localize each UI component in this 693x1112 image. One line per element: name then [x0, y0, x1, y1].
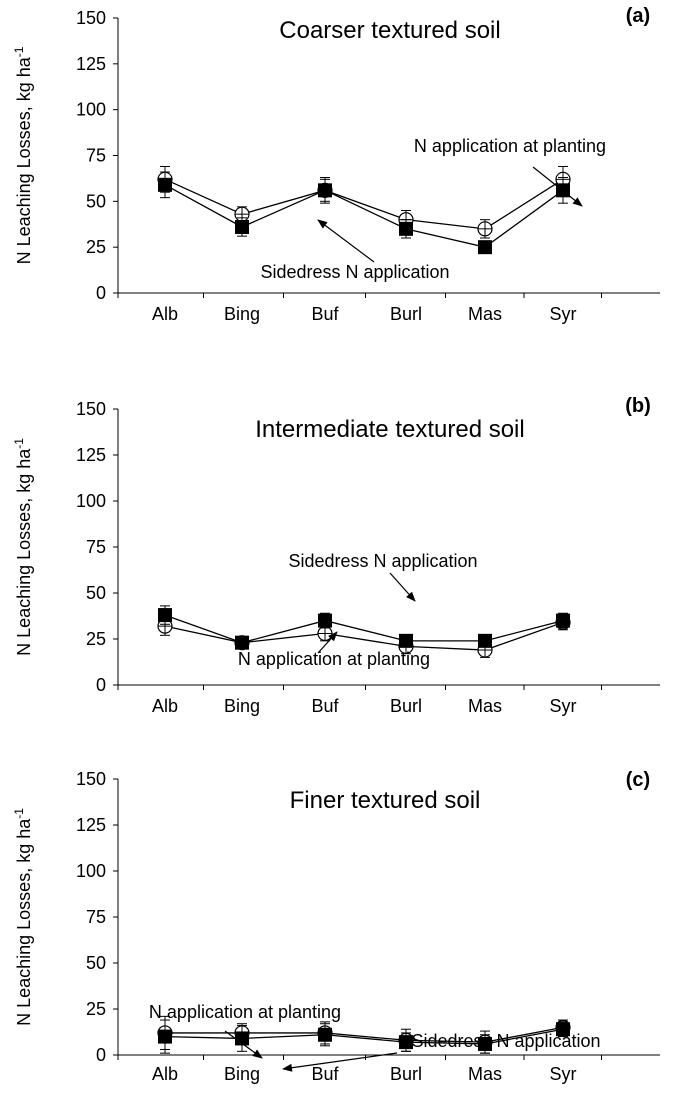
data-point-square — [478, 240, 492, 255]
data-point-square — [399, 221, 413, 236]
data-point-square — [318, 183, 332, 198]
x-tick-label: Syr — [550, 1064, 577, 1084]
y-tick-label: 75 — [86, 146, 106, 166]
y-tick-label: 100 — [76, 100, 106, 120]
chart-title: Finer textured soil — [290, 787, 481, 814]
x-tick-label: Alb — [152, 1064, 178, 1084]
chart-title: Intermediate textured soil — [255, 416, 524, 443]
panel-label: (a) — [626, 5, 650, 27]
x-tick-label: Burl — [390, 304, 422, 324]
annotation-label: N application at planting — [414, 136, 606, 156]
y-tick-label: 25 — [86, 237, 106, 257]
y-tick-label: 75 — [86, 537, 106, 557]
annotation-arrow — [282, 1052, 398, 1072]
x-tick-label: Buf — [311, 1064, 339, 1084]
x-tick-label: Alb — [152, 304, 178, 324]
y-axis-label: N Leaching Losses, kg ha-1 — [12, 808, 34, 1026]
series-line — [164, 178, 564, 230]
y-tick-label: 50 — [86, 583, 106, 603]
series-line — [164, 184, 564, 248]
y-tick-label: 150 — [76, 8, 106, 28]
y-axis-label-text: N Leaching Losses, kg ha — [14, 818, 34, 1026]
y-axis-label-superscript: -1 — [12, 808, 26, 819]
y-tick-label: 150 — [76, 399, 106, 419]
y-tick-label: 125 — [76, 815, 106, 835]
panel-label: (c) — [626, 769, 650, 791]
y-axis-label: N Leaching Losses, kg ha-1 — [12, 438, 34, 656]
chart-title: Coarser textured soil — [279, 17, 500, 44]
chart-panel-a: 0 25 50 75 100 125 150 Alb Bing Buf Burl Mas Syr N Le… — [12, 5, 660, 324]
y-axis-label-superscript: -1 — [12, 46, 26, 57]
series-filled-square — [158, 605, 570, 650]
annotation-arrow — [317, 631, 338, 654]
data-point-square — [318, 613, 332, 628]
x-tick-label: Buf — [311, 696, 339, 716]
annotation-arrow — [317, 219, 375, 263]
data-point-square — [556, 613, 570, 628]
x-tick-label: Syr — [550, 304, 577, 324]
data-point-square — [399, 1035, 413, 1050]
y-tick-label: 25 — [86, 629, 106, 649]
data-point-square — [235, 220, 249, 234]
x-tick-label: Mas — [468, 304, 502, 324]
y-tick-label: 50 — [86, 953, 106, 973]
y-tick-label: 100 — [76, 491, 106, 511]
annotation-label: Sidedress N application — [288, 551, 477, 571]
y-axis-label-text: N Leaching Losses, kg ha — [14, 56, 34, 264]
series-line — [164, 621, 564, 651]
annotation-arrow — [389, 572, 416, 602]
y-tick-label: 150 — [76, 769, 106, 789]
chart-panel-b: 0 25 50 75 100 125 150 Alb Bing Buf Burl Mas Syr N Le… — [12, 395, 660, 716]
data-point-square — [399, 633, 413, 648]
x-tick-label: Buf — [311, 304, 339, 324]
annotation-label: N application at planting — [149, 1002, 341, 1022]
x-tick-label: Mas — [468, 696, 502, 716]
y-tick-label: 50 — [86, 191, 106, 211]
data-point-square — [158, 1029, 172, 1044]
panel-label: (b) — [625, 395, 651, 417]
y-axis-label: N Leaching Losses, kg ha-1 — [12, 46, 34, 264]
series-line — [164, 1028, 564, 1045]
series-filled-square — [158, 171, 570, 255]
series-line — [165, 1026, 564, 1043]
chart-panel-c: 0 25 50 75 100 125 150 Alb Bing Buf Burl Mas Syr N Le… — [12, 769, 660, 1084]
annotation-arrow — [532, 166, 583, 207]
x-tick-label: Burl — [390, 1064, 422, 1084]
data-point-square — [235, 635, 249, 650]
data-point-square — [158, 177, 172, 192]
annotation-label: Sidedress N application — [260, 262, 449, 282]
y-tick-label: 25 — [86, 999, 106, 1019]
x-tick-label: Bing — [224, 1064, 260, 1084]
y-tick-label: 0 — [96, 675, 106, 695]
y-tick-label: 125 — [76, 445, 106, 465]
y-tick-label: 0 — [96, 1045, 106, 1065]
y-tick-label: 75 — [86, 907, 106, 927]
y-tick-label: 0 — [96, 283, 106, 303]
series-open-circle — [157, 166, 571, 239]
y-tick-label: 100 — [76, 861, 106, 881]
x-tick-label: Alb — [152, 696, 178, 716]
y-axis-label-text: N Leaching Losses, kg ha — [14, 448, 34, 656]
x-tick-label: Syr — [550, 696, 577, 716]
data-point-square — [556, 1022, 570, 1037]
annotation-arrow — [224, 1030, 263, 1059]
x-tick-label: Bing — [224, 304, 260, 324]
y-axis-label-superscript: -1 — [12, 438, 26, 449]
data-point-square — [318, 1027, 332, 1042]
annotation-label: N application at planting — [238, 649, 430, 669]
data-point-square — [478, 1036, 492, 1051]
x-tick-label: Burl — [390, 696, 422, 716]
series-line — [164, 614, 564, 644]
data-point-square — [158, 608, 172, 623]
data-point-square — [235, 1031, 249, 1046]
x-tick-label: Bing — [224, 696, 260, 716]
data-point-square — [478, 633, 492, 648]
x-tick-label: Mas — [468, 1064, 502, 1084]
y-tick-label: 125 — [76, 54, 106, 74]
series-filled-square — [158, 1019, 570, 1054]
annotation-label: Sidedress N application — [411, 1031, 600, 1051]
